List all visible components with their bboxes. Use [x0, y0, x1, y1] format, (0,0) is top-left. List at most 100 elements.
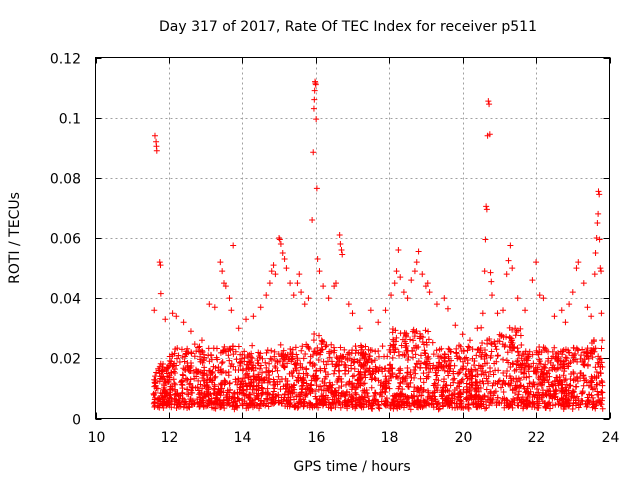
cluster-point	[174, 355, 181, 362]
cluster-point	[246, 395, 253, 402]
cluster-point	[271, 385, 278, 392]
cluster-point	[500, 377, 507, 384]
cluster-point	[506, 334, 513, 341]
cluster-point	[565, 349, 572, 356]
cluster-point	[246, 359, 253, 366]
data-point	[562, 319, 569, 326]
cluster-point	[184, 386, 191, 393]
cluster-point	[283, 397, 290, 404]
cluster-point	[298, 389, 305, 396]
cluster-point	[477, 402, 484, 409]
cluster-point	[159, 376, 166, 383]
cluster-point	[532, 391, 539, 398]
cluster-point	[226, 386, 233, 393]
cluster-point	[487, 389, 494, 396]
cluster-point	[520, 383, 527, 390]
cluster-point	[447, 397, 454, 404]
cluster-point	[535, 381, 542, 388]
cluster-point	[463, 394, 470, 401]
cluster-point	[514, 357, 521, 364]
cluster-point	[338, 383, 345, 390]
cluster-point	[330, 400, 337, 407]
cluster-point	[381, 388, 388, 395]
data-point	[595, 210, 602, 217]
cluster-point	[417, 352, 424, 359]
cluster-point	[241, 348, 248, 355]
cluster-point	[527, 400, 534, 407]
cluster-point	[421, 349, 428, 356]
cluster-point	[517, 377, 524, 384]
cluster-point	[466, 395, 473, 402]
cluster-point	[200, 399, 207, 406]
cluster-point	[417, 330, 424, 337]
cluster-point	[331, 367, 338, 374]
cluster-point	[221, 381, 228, 388]
cluster-point	[196, 348, 203, 355]
cluster-point	[266, 360, 273, 367]
cluster-point	[545, 348, 552, 355]
cluster-point	[456, 403, 463, 410]
cluster-point	[516, 364, 523, 371]
cluster-point	[403, 343, 410, 350]
cluster-point	[386, 362, 393, 369]
cluster-point	[523, 356, 530, 363]
cluster-point	[238, 389, 245, 396]
cluster-point	[546, 367, 553, 374]
data-point	[290, 292, 297, 299]
data-point	[222, 283, 229, 290]
cluster-point	[298, 347, 305, 354]
cluster-point	[345, 380, 352, 387]
data-point	[257, 304, 264, 311]
cluster-point	[356, 356, 363, 363]
cluster-point	[461, 355, 468, 362]
cluster-point	[174, 389, 181, 396]
cluster-point	[180, 404, 187, 411]
cluster-point	[498, 384, 505, 391]
cluster-point	[571, 388, 577, 395]
cluster-point	[493, 346, 500, 353]
cluster-point	[211, 400, 218, 407]
cluster-point	[210, 345, 217, 352]
cluster-point	[581, 375, 588, 382]
cluster-point	[538, 382, 545, 389]
cluster-point	[252, 396, 259, 403]
data-point	[482, 236, 489, 243]
cluster-point	[583, 403, 590, 410]
cluster-point	[583, 353, 590, 360]
cluster-point	[352, 343, 359, 350]
data-point	[536, 292, 543, 299]
cluster-point	[189, 384, 196, 391]
cluster-point	[574, 378, 581, 385]
cluster-point	[306, 359, 313, 366]
data-point	[310, 149, 317, 156]
cluster-point	[315, 357, 322, 364]
cluster-point	[201, 370, 208, 377]
chart-title: Day 317 of 2017, Rate Of TEC Index for r…	[159, 19, 537, 35]
cluster-point	[305, 344, 312, 351]
data-point	[408, 277, 415, 284]
cluster-point	[537, 373, 544, 380]
cluster-point	[330, 344, 337, 351]
cluster-point	[506, 324, 513, 331]
cluster-point	[342, 391, 349, 398]
cluster-point	[284, 401, 291, 408]
cluster-point	[418, 333, 425, 340]
cluster-point	[391, 349, 398, 356]
cluster-point	[555, 357, 562, 364]
data-point	[310, 105, 317, 112]
cluster-point	[345, 368, 352, 375]
cluster-point	[459, 376, 466, 383]
data-point	[173, 313, 180, 320]
cluster-point	[219, 359, 226, 366]
cluster-point	[446, 388, 453, 395]
cluster-point	[485, 380, 492, 387]
cluster-point	[280, 363, 287, 370]
cluster-point	[584, 350, 591, 357]
cluster-point	[382, 400, 389, 407]
cluster-point	[164, 378, 171, 385]
data-point	[505, 257, 512, 264]
cluster-point	[422, 327, 429, 334]
data-point	[219, 268, 226, 275]
cluster-point	[510, 361, 517, 368]
cluster-point	[420, 341, 427, 348]
